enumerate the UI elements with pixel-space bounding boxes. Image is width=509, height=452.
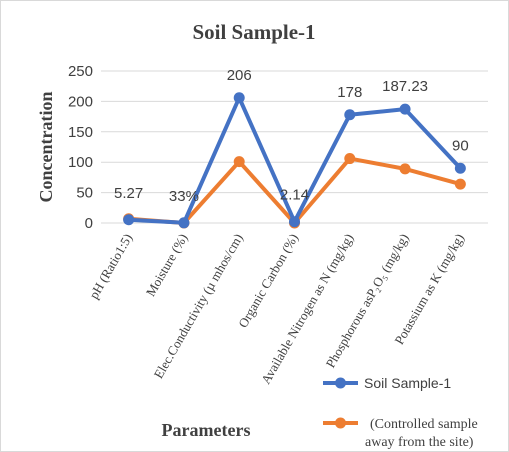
data-point (233, 92, 245, 104)
y-tick-label: 200 (68, 93, 93, 110)
data-point (233, 156, 245, 168)
data-point (289, 216, 300, 228)
data-labels: 5.27 33% 206 2.14 178 187.23 90 (114, 67, 469, 205)
x-tick-label: Available Nitrogen as N (mg/kg) (258, 231, 356, 386)
data-point (399, 163, 411, 175)
y-tick-label: 100 (68, 154, 93, 171)
legend-label: (Controlled sample (370, 417, 478, 432)
data-label: 206 (227, 67, 252, 84)
legend-label: away from the site) (365, 435, 474, 450)
data-label: 2.14 (280, 187, 309, 204)
data-point (344, 153, 356, 165)
gridlines (101, 70, 488, 224)
y-tick-label: 0 (85, 215, 93, 232)
data-label: 33% (169, 188, 199, 205)
data-label: 178 (337, 84, 362, 101)
x-axis-title: Parameters (162, 420, 251, 440)
y-axis-ticks: 0 50 100 150 200 250 (68, 63, 93, 232)
data-point (123, 214, 135, 226)
y-axis-title: Concentration (36, 92, 56, 203)
y-tick-label: 150 (68, 124, 93, 141)
data-label: 90 (452, 137, 469, 154)
y-tick-label: 250 (68, 63, 93, 80)
legend-swatch-marker (335, 377, 346, 389)
data-point (454, 162, 466, 174)
data-point (399, 103, 411, 115)
x-tick-label: pH (Ratio1:5) (86, 231, 135, 301)
data-point (454, 178, 466, 190)
series-lines (123, 92, 466, 229)
x-tick-label: Organic Carbon (%) (235, 231, 301, 330)
legend: Soil Sample-1 (Controlled sample away from… (323, 375, 478, 450)
data-label: 5.27 (114, 185, 143, 202)
data-point (344, 109, 356, 121)
legend-swatch-marker (335, 417, 346, 429)
x-axis-ticks: pH (Ratio1:5) Moisture (%)Elec.Conductivi… (86, 231, 467, 386)
y-tick-label: 50 (76, 185, 93, 202)
data-point (178, 217, 190, 229)
data-label: 187.23 (382, 78, 428, 95)
x-tick-label: Moisture (%) (143, 231, 191, 299)
legend-label: Soil Sample-1 (364, 375, 451, 391)
chart-title: Soil Sample-1 (192, 20, 315, 44)
